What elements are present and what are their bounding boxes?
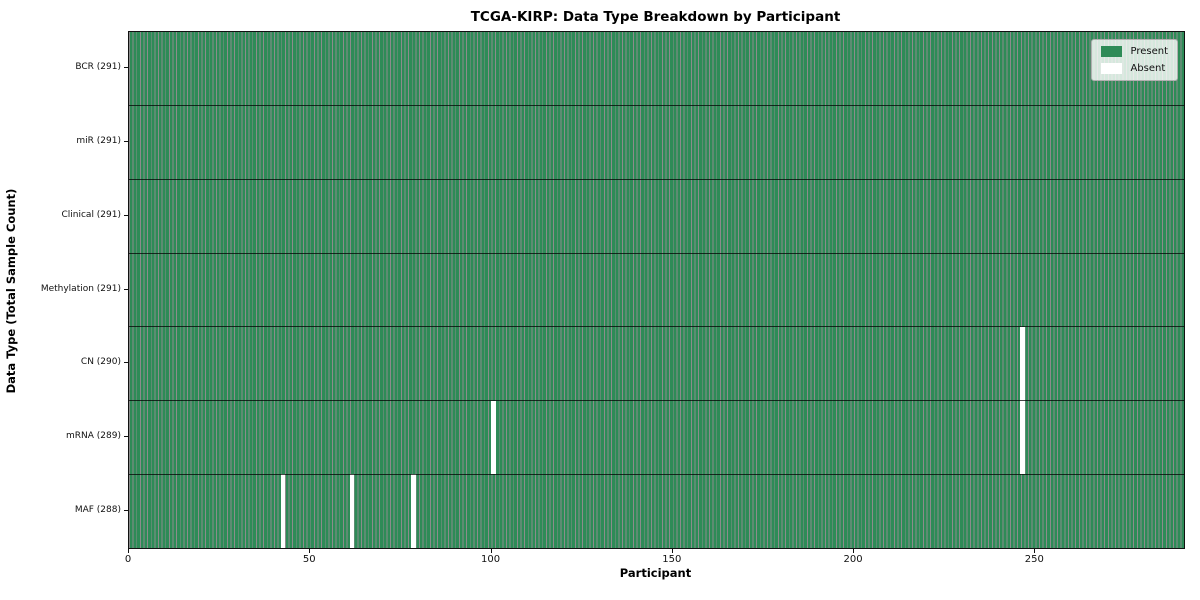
y-tick-mark (123, 509, 128, 511)
x-tick-label: 0 (124, 554, 132, 565)
absent-gap (1020, 326, 1026, 401)
row-separator (129, 252, 1184, 254)
heatmap-row (129, 400, 1184, 475)
x-tick-label: 200 (843, 554, 863, 565)
row-separator (129, 326, 1184, 328)
heatmap-row (129, 105, 1184, 180)
x-tick-mark (671, 548, 673, 553)
x-tick-mark (853, 548, 855, 553)
y-tick-mark (123, 288, 128, 290)
y-tick-label: Clinical (291) (61, 209, 121, 220)
legend-item-present: Present (1101, 46, 1168, 57)
legend-label: Absent (1130, 63, 1166, 74)
y-tick-mark (123, 214, 128, 216)
y-tick-mark (123, 141, 128, 143)
chart-title: TCGA-KIRP: Data Type Breakdown by Partic… (470, 9, 841, 25)
x-axis-label: Participant (619, 566, 692, 580)
legend-swatch (1101, 63, 1123, 74)
y-tick-mark (123, 435, 128, 437)
x-tick-label: 50 (302, 554, 316, 565)
heatmap-row (129, 253, 1184, 327)
x-tick-label: 150 (662, 554, 682, 565)
y-tick-mark (123, 67, 128, 69)
row-separator (129, 473, 1184, 475)
absent-gap (280, 474, 286, 548)
heatmap-row (129, 179, 1184, 254)
legend-swatch (1101, 46, 1123, 57)
y-tick-label: CN (290) (80, 357, 121, 368)
y-tick-label: BCR (291) (75, 62, 121, 73)
y-tick-label: miR (291) (76, 136, 121, 147)
heatmap-row (129, 32, 1184, 106)
legend: Present Absent (1091, 39, 1178, 81)
absent-gap (411, 474, 416, 548)
absent-gap (349, 474, 355, 548)
y-tick-label: Methylation (291) (40, 283, 121, 294)
x-tick-mark (128, 548, 129, 553)
row-separator (129, 105, 1184, 107)
x-tick-mark (490, 548, 492, 553)
x-tick-mark (1034, 548, 1036, 553)
heatmap-row (129, 326, 1184, 401)
y-tick-label: mRNA (289) (66, 430, 121, 441)
legend-item-absent: Absent (1101, 63, 1168, 74)
y-tick-label: MAF (288) (74, 504, 121, 515)
row-separator (129, 400, 1184, 402)
absent-gap (1020, 400, 1026, 475)
row-separator (129, 178, 1184, 180)
x-tick-label: 100 (480, 554, 501, 565)
legend-label: Present (1130, 46, 1168, 57)
plot-area: Present Absent (128, 31, 1185, 549)
heatmap-row (129, 474, 1184, 548)
x-tick-label: 250 (1024, 554, 1044, 565)
absent-gap (490, 400, 496, 475)
y-tick-mark (123, 362, 128, 364)
x-tick-mark (309, 548, 311, 553)
